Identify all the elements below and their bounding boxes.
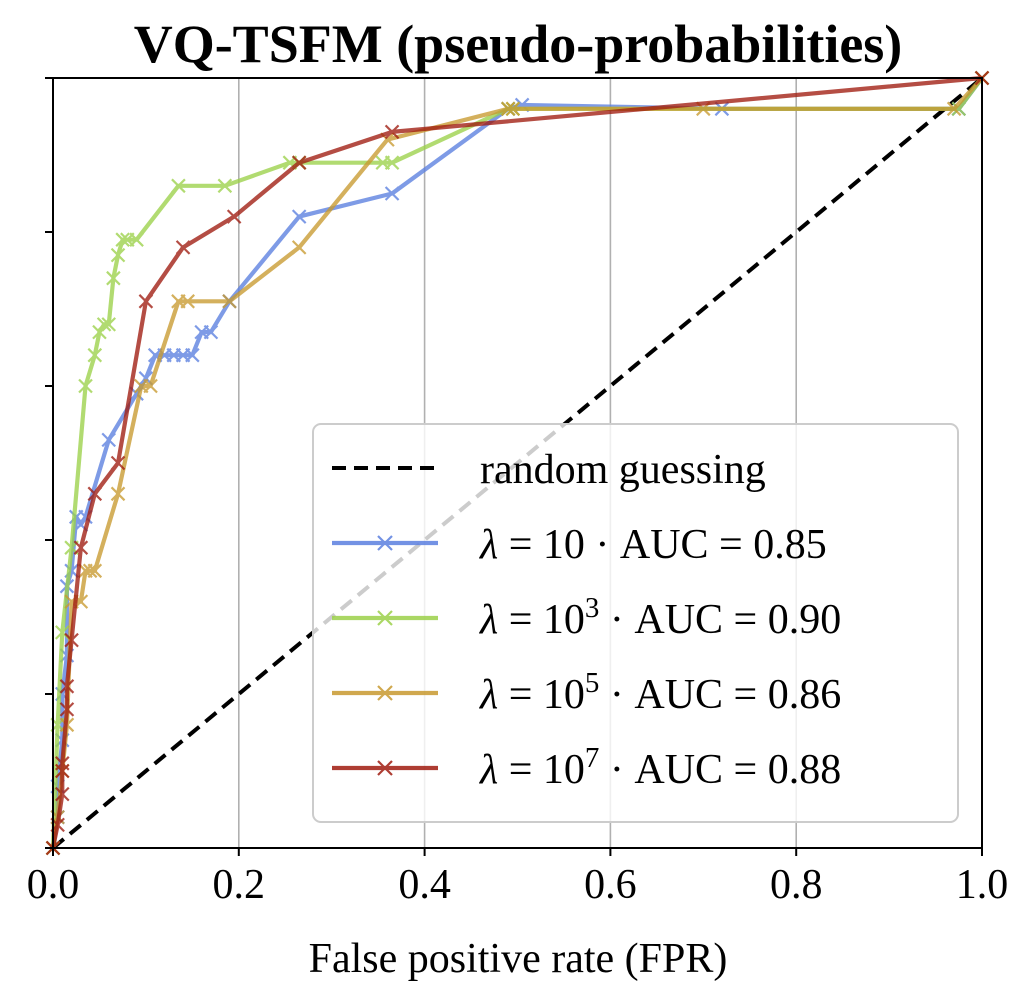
series-3: [45, 70, 990, 856]
legend-box: [312, 423, 959, 823]
x-tick-label: 1.0: [956, 862, 1009, 908]
data-point: [291, 155, 307, 170]
data-point: [384, 124, 400, 140]
legend-swatch-3: [332, 760, 438, 776]
data-point: [384, 186, 400, 201]
data-point: [222, 294, 237, 309]
data-point: [129, 232, 144, 247]
data-point: [505, 101, 521, 117]
data-point: [291, 209, 307, 224]
data-point: [110, 486, 126, 502]
data-point: [82, 563, 98, 579]
data-point: [55, 786, 70, 802]
legend-label-1: λ = 103 · AUC = 0.90: [478, 592, 841, 643]
legend: random guessing λ = 10 · AUC = 0.85 λ = 10…: [312, 423, 959, 823]
data-point: [78, 378, 93, 394]
data-point: [96, 317, 112, 332]
legend-swatch-0: [332, 535, 438, 551]
legend-swatch-1: [332, 610, 438, 626]
data-point: [87, 486, 103, 502]
x-axis-label: False positive rate (FPR): [309, 936, 728, 982]
legend-swatch-2: [332, 685, 438, 701]
data-point: [55, 625, 70, 640]
data-point: [203, 324, 219, 340]
data-point: [59, 679, 75, 694]
data-point: [185, 347, 200, 363]
data-point: [384, 155, 400, 170]
data-point: [101, 432, 117, 448]
legend-label-2: λ = 105 · AUC = 0.86: [478, 667, 841, 718]
data-point: [138, 294, 154, 309]
data-point: [101, 317, 117, 332]
x-tick-label: 0.2: [213, 862, 266, 908]
x-tick-label: 0.0: [27, 862, 80, 908]
data-point: [500, 101, 516, 117]
data-point: [87, 563, 103, 579]
data-point: [226, 209, 242, 224]
data-point: [143, 378, 158, 394]
legend-label-3: λ = 107 · AUC = 0.88: [478, 742, 841, 793]
legend-label-random: random guessing: [480, 447, 766, 493]
data-point: [110, 247, 126, 263]
data-point: [87, 347, 103, 363]
data-point: [106, 270, 121, 286]
data-point: [73, 540, 89, 555]
data-point: [92, 324, 107, 340]
data-point: [110, 455, 126, 471]
data-point: [175, 240, 191, 255]
series-1: [45, 70, 990, 856]
x-tick-label: 0.6: [584, 862, 637, 908]
legend-swatch-marker: [377, 760, 393, 776]
data-point: [64, 632, 79, 648]
legend-swatch-marker: [377, 610, 393, 626]
tick-layer: 0.0 0.2 0.4 0.6 0.8 1.0: [27, 77, 1009, 908]
data-point: [59, 702, 75, 717]
plot-frame: [52, 77, 983, 849]
legend-swatch-marker: [377, 685, 393, 701]
series-line: [50, 76, 984, 849]
data-point: [946, 101, 962, 117]
chart-title: VQ-TSFM (pseudo-probabilities): [134, 14, 903, 74]
data-point: [115, 232, 130, 247]
x-tick-label: 0.8: [770, 862, 823, 908]
x-tick-label: 0.4: [398, 862, 451, 908]
data-point: [951, 101, 967, 117]
data-point: [55, 756, 70, 771]
series-layer: [45, 70, 990, 856]
data-point: [291, 240, 307, 255]
data-point: [217, 178, 233, 194]
data-point: [171, 178, 186, 194]
data-point: [180, 294, 195, 309]
legend-label-0: λ = 10 · AUC = 0.85: [478, 522, 827, 568]
legend-swatch-marker: [377, 535, 393, 551]
